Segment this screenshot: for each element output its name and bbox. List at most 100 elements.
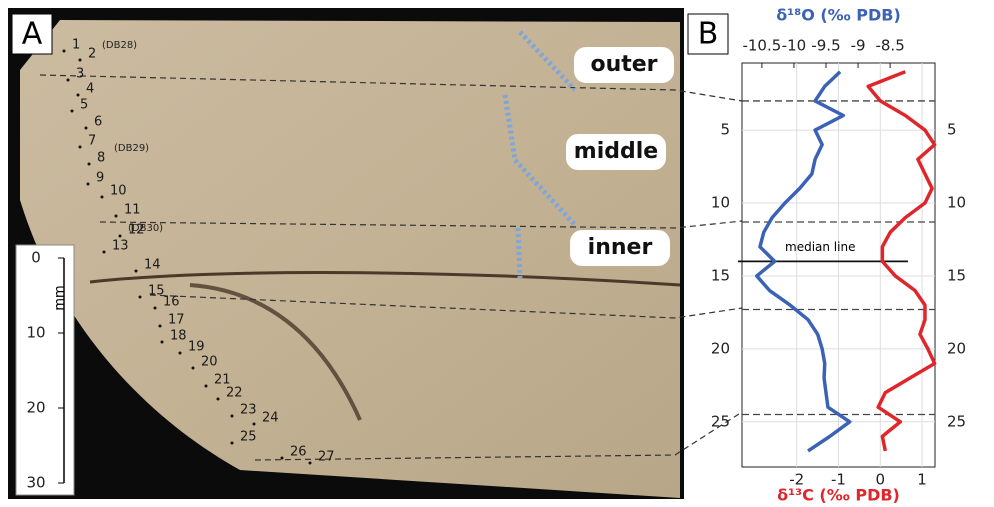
sample-label: 16 xyxy=(163,295,180,310)
sample-label: 17 xyxy=(168,313,185,328)
sample-label: 19 xyxy=(188,340,205,355)
y2-tick-label: 25 xyxy=(947,412,966,430)
sample-point xyxy=(178,351,182,355)
sample-point xyxy=(62,49,66,53)
y-tick-label: 5 xyxy=(720,121,730,139)
sample-point xyxy=(70,109,74,113)
stain xyxy=(189,283,362,421)
sample-point xyxy=(118,234,122,238)
sample-point xyxy=(252,422,256,426)
x2-tick-label: -10.5 xyxy=(742,37,781,55)
sample-label: 3 xyxy=(76,67,84,82)
axis-title: δ¹³C (‰ PDB) xyxy=(777,486,900,505)
sample-label: 5 xyxy=(80,98,88,113)
sample-label: 9 xyxy=(96,171,104,186)
sample-point xyxy=(66,78,70,82)
y-tick-label: 10 xyxy=(711,194,730,212)
zone-label-box xyxy=(574,47,674,83)
sample-label: 2 xyxy=(88,47,96,62)
x-tick-label: 0 xyxy=(876,471,886,489)
sample-label: 25 xyxy=(240,430,257,445)
x2-tick-label: -9.5 xyxy=(811,37,840,55)
x-tick-label: -1 xyxy=(831,471,846,489)
sample-point xyxy=(308,461,312,465)
sample-point xyxy=(280,456,284,460)
sample-label: 15 xyxy=(148,284,165,299)
zone-label: inner xyxy=(588,235,653,260)
data-line xyxy=(866,70,937,452)
sample-point xyxy=(160,340,164,344)
sample-point xyxy=(230,441,234,445)
sample-label: 7 xyxy=(88,134,96,149)
scale-tick-label: 20 xyxy=(26,399,45,417)
sample-point xyxy=(158,324,162,328)
sample-point xyxy=(138,295,142,299)
median-label: median line xyxy=(785,240,855,254)
zone-label: outer xyxy=(590,52,657,77)
x2-tick-label: -9 xyxy=(851,37,866,55)
x-tick-label: 1 xyxy=(917,471,927,489)
scale-tick-label: 10 xyxy=(26,324,45,342)
y2-tick-label: 15 xyxy=(947,266,966,284)
y2-tick-label: 10 xyxy=(947,194,966,212)
x2-tick-label: -10 xyxy=(782,37,807,55)
sample-point xyxy=(78,58,82,62)
panel-label-box xyxy=(687,13,729,55)
y2-tick-label: 5 xyxy=(947,121,957,139)
sample-point xyxy=(84,126,88,130)
sample-point xyxy=(230,414,234,418)
sample-label: 21 xyxy=(214,373,231,388)
scale-bar-unit: mm xyxy=(53,285,68,310)
sample-label: 10 xyxy=(110,184,127,199)
sample-label: 24 xyxy=(262,411,279,426)
sample-label: 22 xyxy=(226,386,243,401)
sample-label: 6 xyxy=(94,115,102,130)
sample-group-label: (DB28) xyxy=(102,40,137,51)
sample-group-label: (DB29) xyxy=(114,143,149,154)
sample-label: 26 xyxy=(290,445,307,460)
sample-point xyxy=(191,366,195,370)
sample-label: 27 xyxy=(318,450,335,465)
sample-point xyxy=(76,93,80,97)
sample-label: 23 xyxy=(240,403,257,418)
zone-label: middle xyxy=(574,139,658,164)
sample-label: 4 xyxy=(86,82,94,97)
crack xyxy=(89,271,681,287)
sample-point xyxy=(204,384,208,388)
sample-point xyxy=(100,195,104,199)
sample-label: 20 xyxy=(201,355,218,370)
y2-tick-label: 20 xyxy=(947,339,966,357)
sample-label: 1 xyxy=(72,38,80,53)
axis-title: δ¹⁸O (‰ PDB) xyxy=(776,6,901,25)
scale-tick-label: 30 xyxy=(26,474,45,492)
zone-label-box xyxy=(570,230,670,266)
sample-label: 8 xyxy=(97,151,105,166)
sample-label: 18 xyxy=(170,329,187,344)
tooth-section xyxy=(20,20,680,498)
y-tick-label: 15 xyxy=(711,266,730,284)
sample-label: 12 xyxy=(128,223,145,238)
sample-point xyxy=(134,269,138,273)
sample-point xyxy=(102,250,106,254)
panel-label: A xyxy=(22,17,43,52)
sample-group-label: (DB30) xyxy=(128,223,163,234)
panel-label-box xyxy=(11,13,53,55)
sample-point xyxy=(153,306,157,310)
sample-point xyxy=(114,214,118,218)
sample-point xyxy=(86,182,90,186)
y-tick-label: 20 xyxy=(711,339,730,357)
scale-bar-box xyxy=(15,244,75,496)
sample-point xyxy=(78,145,82,149)
sample-label: 13 xyxy=(112,239,129,254)
sample-label: 11 xyxy=(124,203,141,218)
scale-tick-label: 0 xyxy=(31,249,41,267)
zone-tracks xyxy=(502,30,577,279)
y-tick-label: 25 xyxy=(711,412,730,430)
data-line xyxy=(754,70,852,453)
x2-tick-label: -8.5 xyxy=(875,37,904,55)
zone-label-box xyxy=(566,134,666,170)
sample-label: 14 xyxy=(144,258,161,273)
zone-boundaries xyxy=(39,74,743,461)
panel-label: B xyxy=(698,17,719,52)
